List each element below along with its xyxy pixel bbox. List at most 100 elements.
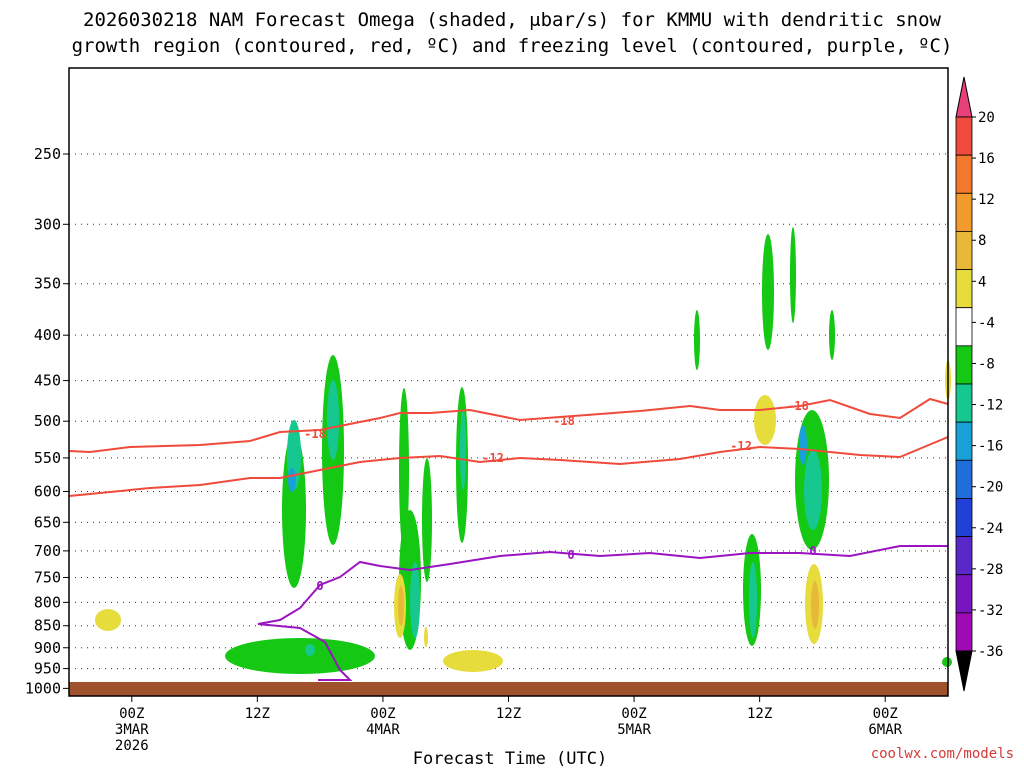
colorbar-tick-label: -4 (978, 315, 995, 331)
x-axis-label: Forecast Time (UTC) (413, 749, 607, 768)
colorbar-tick-label: -32 (978, 603, 1003, 619)
x-tick-label: 3MAR (115, 722, 149, 738)
omega-shaded-region-11 (460, 410, 466, 490)
contour-line-minus18 (68, 397, 949, 454)
colorbar-tick-label: -36 (978, 644, 1003, 660)
colorbar-segment (955, 383, 973, 423)
x-tick-label: 2026 (115, 738, 149, 754)
y-tick-label: 600 (34, 482, 61, 500)
omega-shaded-region-30 (305, 644, 315, 656)
omega-shaded-region-12 (694, 310, 700, 370)
omega-shaded-region-25 (811, 581, 819, 629)
colorbar-segment (955, 269, 973, 309)
y-tick-label: 950 (34, 660, 61, 678)
omega-shaded-region-26 (754, 395, 776, 445)
colorbar-segment (955, 116, 973, 156)
plot-area: -18 -12 -18 -12 -18 0 0 0 (68, 67, 952, 697)
colorbar-tick-label: -12 (978, 398, 1003, 414)
colorbar-segment (955, 498, 973, 537)
colorbar-tick-label: 20 (978, 110, 995, 126)
x-tick-label: 12Z (245, 706, 270, 722)
colorbar-tick-label: 8 (978, 233, 986, 249)
y-axis-ticks: 250 300 350 400 450 500 550 600 650 700 750 800 850 9… (25, 145, 69, 697)
colorbar-segment (955, 154, 973, 194)
y-tick-label: 250 (34, 145, 61, 163)
y-tick-label: 550 (34, 449, 61, 467)
colorbar-tick-label: 16 (978, 151, 995, 167)
colorbar-bottom-arrow (955, 650, 973, 692)
omega-shaded-region-15 (829, 310, 835, 360)
omega-shaded-region-27 (95, 609, 121, 631)
y-tick-label: 1000 (25, 679, 61, 697)
y-tick-label: 350 (34, 275, 61, 293)
contour-label-purple: 0 (316, 579, 323, 593)
contour-line-minus12 (68, 436, 949, 497)
omega-shaded-region-31 (942, 657, 952, 667)
omega-shaded-region-13 (762, 234, 774, 350)
y-tick-label: 750 (34, 568, 61, 586)
x-tick-label: 12Z (496, 706, 521, 722)
colorbar-segment (955, 459, 973, 499)
plot-background (69, 68, 948, 696)
x-tick-label: 00Z (119, 706, 144, 722)
omega-shaded-region-6 (399, 388, 409, 552)
colorbar: 20 16 12 8 4 -4 -8 -12 -16 -20 -24 -28 -32 -36 (955, 76, 1003, 692)
y-tick-label: 800 (34, 593, 61, 611)
omega-shaded-region-22 (398, 586, 404, 626)
colorbar-segment (955, 421, 973, 461)
freezing-level-line (257, 545, 948, 625)
y-tick-label: 400 (34, 326, 61, 344)
contour-label-purple: 0 (809, 544, 816, 558)
omega-shaded-region-8 (410, 562, 420, 638)
colorbar-tick-label: -24 (978, 521, 1003, 537)
contour-label-red: -18 (553, 414, 575, 428)
colorbar-tick-label: -16 (978, 439, 1003, 455)
colorbar-segment (955, 307, 973, 347)
colorbar-segment (955, 536, 973, 576)
omega-shaded-region-17 (804, 450, 822, 530)
colorbar-tick-label: -28 (978, 562, 1003, 578)
colorbar-segment (955, 574, 973, 614)
omega-shaded-region-14 (790, 227, 796, 323)
omega-shaded-region-9 (422, 458, 432, 582)
x-tick-label: 00Z (370, 706, 395, 722)
y-tick-label: 850 (34, 617, 61, 635)
colorbar-top-arrow (955, 76, 973, 118)
x-tick-label: 6MAR (868, 722, 902, 738)
omega-shaded-region-18 (799, 425, 807, 465)
contour-label-red: -12 (482, 451, 504, 465)
colorbar-tick-label: 4 (978, 274, 986, 290)
contour-label-purple: 0 (567, 548, 574, 562)
omega-shaded-region-29 (225, 638, 375, 674)
colorbar-segment (955, 192, 973, 232)
credit-text: coolwx.com/models (871, 746, 1014, 762)
terrain-ground (69, 682, 948, 696)
x-tick-label: 00Z (873, 706, 898, 722)
contour-label-red: -12 (730, 439, 752, 453)
chart-title-line2: growth region (contoured, red, ºC) and f… (72, 35, 953, 57)
y-tick-label: 650 (34, 513, 61, 531)
y-tick-label: 700 (34, 542, 61, 560)
x-tick-label: 4MAR (366, 722, 400, 738)
freezing-level-line-low (257, 623, 353, 681)
colorbar-tick-label: -8 (978, 356, 995, 372)
x-tick-label: 12Z (747, 706, 772, 722)
omega-shaded-region-3 (288, 468, 296, 492)
chart-title-line1: 2026030218 NAM Forecast Omega (shaded, μ… (83, 9, 941, 31)
y-tick-label: 500 (34, 412, 61, 430)
omega-shaded-region-23 (424, 627, 428, 647)
y-tick-label: 300 (34, 215, 61, 233)
contour-label-red: -18 (787, 399, 809, 413)
x-tick-label: 00Z (621, 706, 646, 722)
omega-shaded-region-5 (327, 380, 339, 460)
colorbar-segment (955, 231, 973, 270)
y-tick-label: 900 (34, 639, 61, 657)
omega-shaded-region-28 (443, 650, 503, 672)
colorbar-segment (955, 345, 973, 385)
x-tick-label: 5MAR (617, 722, 651, 738)
y-tick-label: 450 (34, 372, 61, 390)
colorbar-tick-label: -20 (978, 480, 1003, 496)
colorbar-tick-label: 12 (978, 192, 995, 208)
